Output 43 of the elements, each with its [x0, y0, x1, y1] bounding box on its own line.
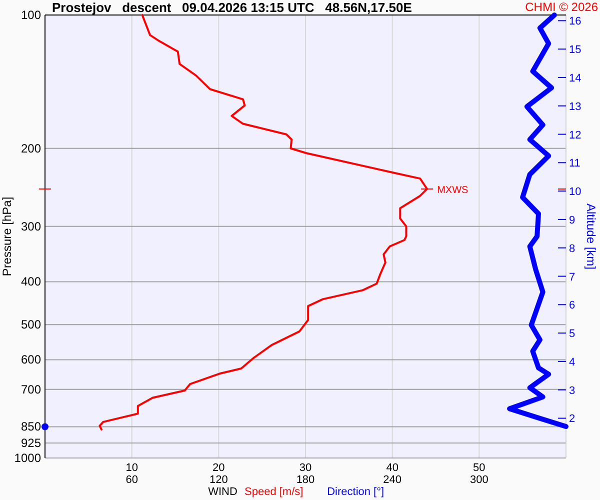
- y2-tick-label: 13: [569, 100, 582, 113]
- x-tick-label: 20: [212, 462, 225, 474]
- y2-tick-label: 6: [569, 300, 576, 312]
- y2-tick-label: 11: [569, 158, 580, 170]
- y2-tick-label: 10: [569, 186, 582, 198]
- x-tick-label: 10: [126, 462, 138, 474]
- x2-tick-label: 240: [383, 474, 402, 486]
- text: Speed [m/s]: [244, 486, 304, 498]
- x2-tick-label: 300: [470, 474, 488, 486]
- x2-tick-label: 60: [126, 474, 138, 486]
- x2-tick-label: 120: [209, 474, 228, 486]
- y-tick-label: 925: [20, 436, 42, 450]
- y2-axis-title: Altitude [km]: [584, 203, 598, 270]
- y-tick-label: 700: [20, 382, 42, 396]
- y2-tick-label: 15: [569, 44, 582, 56]
- y-tick-label: 400: [20, 274, 42, 289]
- x-tick-label: 50: [473, 462, 486, 474]
- y-axis-title: Pressure [hPa]: [0, 196, 14, 276]
- y-tick-label: 300: [20, 219, 42, 234]
- y-tick-label: 1000: [14, 451, 42, 465]
- y-tick-label: 850: [20, 420, 42, 434]
- y-tick-label: 100: [20, 8, 42, 22]
- y2-tick-label: 2: [569, 413, 576, 426]
- y2-tick-label: 8: [569, 242, 576, 255]
- y2-tick-label: 16: [569, 16, 582, 28]
- y2-tick-label: 14: [569, 72, 582, 84]
- y2-tick-label: 4: [569, 356, 576, 368]
- y-tick-label: 600: [20, 352, 42, 367]
- text: Direction [°]: [327, 486, 384, 498]
- y2-tick-label: 9: [569, 214, 576, 226]
- text: CHMI © 2026: [525, 0, 598, 14]
- y2-tick-label: 5: [569, 328, 576, 340]
- chart-title: Prostejov descent 09.04.2026 13:15 UTC 48.56N,17.50E: [52, 0, 412, 15]
- x-tick-label: 30: [299, 462, 312, 474]
- y2-tick-label: 3: [569, 384, 576, 397]
- x-axis-title: WIND: [208, 486, 238, 498]
- y-tick-label: 200: [20, 141, 42, 156]
- y2-tick-label: 7: [569, 271, 576, 284]
- x-tick-label: 40: [386, 462, 398, 474]
- y2-tick-label: 12: [569, 129, 582, 142]
- x2-tick-label: 180: [296, 474, 315, 486]
- y-tick-label: 500: [20, 318, 42, 332]
- annotation: MXWS: [437, 184, 469, 196]
